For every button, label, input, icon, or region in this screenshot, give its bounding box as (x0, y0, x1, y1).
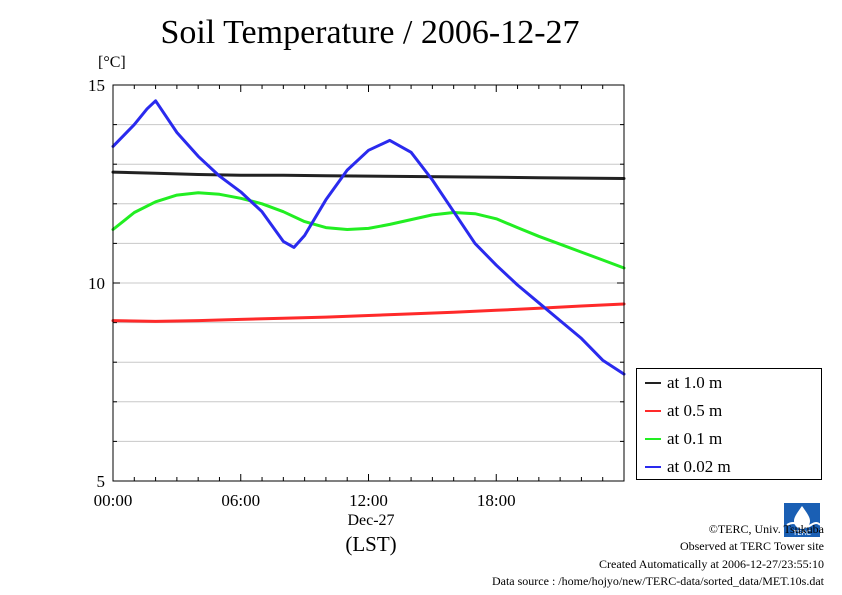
plot-frame (112, 84, 625, 482)
series-line (111, 302, 626, 323)
legend-item: at 0.5 m (645, 401, 722, 421)
legend-item: at 1.0 m (645, 373, 722, 393)
legend-swatch (645, 466, 661, 468)
legend-label: at 0.02 m (667, 457, 731, 476)
credit-site: Observed at TERC Tower site (679, 539, 824, 553)
legend-label: at 0.1 m (667, 429, 723, 448)
chart-title: Soil Temperature / 2006-12-27 (160, 14, 580, 51)
y-tick-label: 15 (88, 76, 105, 95)
legend-label: at 1.0 m (667, 373, 723, 392)
legend-swatch (645, 438, 661, 440)
credit-source: Data source : /home/hojyo/new/TERC-data/… (491, 574, 824, 588)
y-axis-unit-label: [°C] (98, 54, 126, 71)
y-tick-label: 5 (97, 472, 106, 491)
legend-swatch (645, 382, 661, 384)
x-tick-label: 00:00 (94, 491, 133, 510)
x-tick-label: 18:00 (477, 491, 516, 510)
legend-swatch (645, 410, 661, 412)
x-axis-timezone-label: (LST) (345, 532, 397, 556)
series-line (111, 99, 626, 376)
legend-item: at 0.1 m (645, 429, 722, 449)
terc-logo-icon: TERC (784, 503, 820, 537)
x-axis-date-label: Dec-27 (347, 512, 395, 529)
legend-label: at 0.5 m (667, 401, 723, 420)
series-line (111, 170, 626, 180)
logo-text: TERC (792, 529, 811, 537)
y-tick-label: 10 (88, 274, 105, 293)
x-tick-label: 12:00 (349, 491, 388, 510)
x-tick-label: 06:00 (221, 491, 260, 510)
chart-legend: at 1.0 m at 0.5 m at 0.1 m at 0.02 m (636, 368, 822, 480)
credit-org: ©TERC, Univ. Tsukuba (708, 522, 824, 536)
legend-item: at 0.02 m (645, 457, 731, 477)
series-line (111, 191, 626, 270)
credit-created: Created Automatically at 2006-12-27/23:5… (599, 557, 824, 571)
